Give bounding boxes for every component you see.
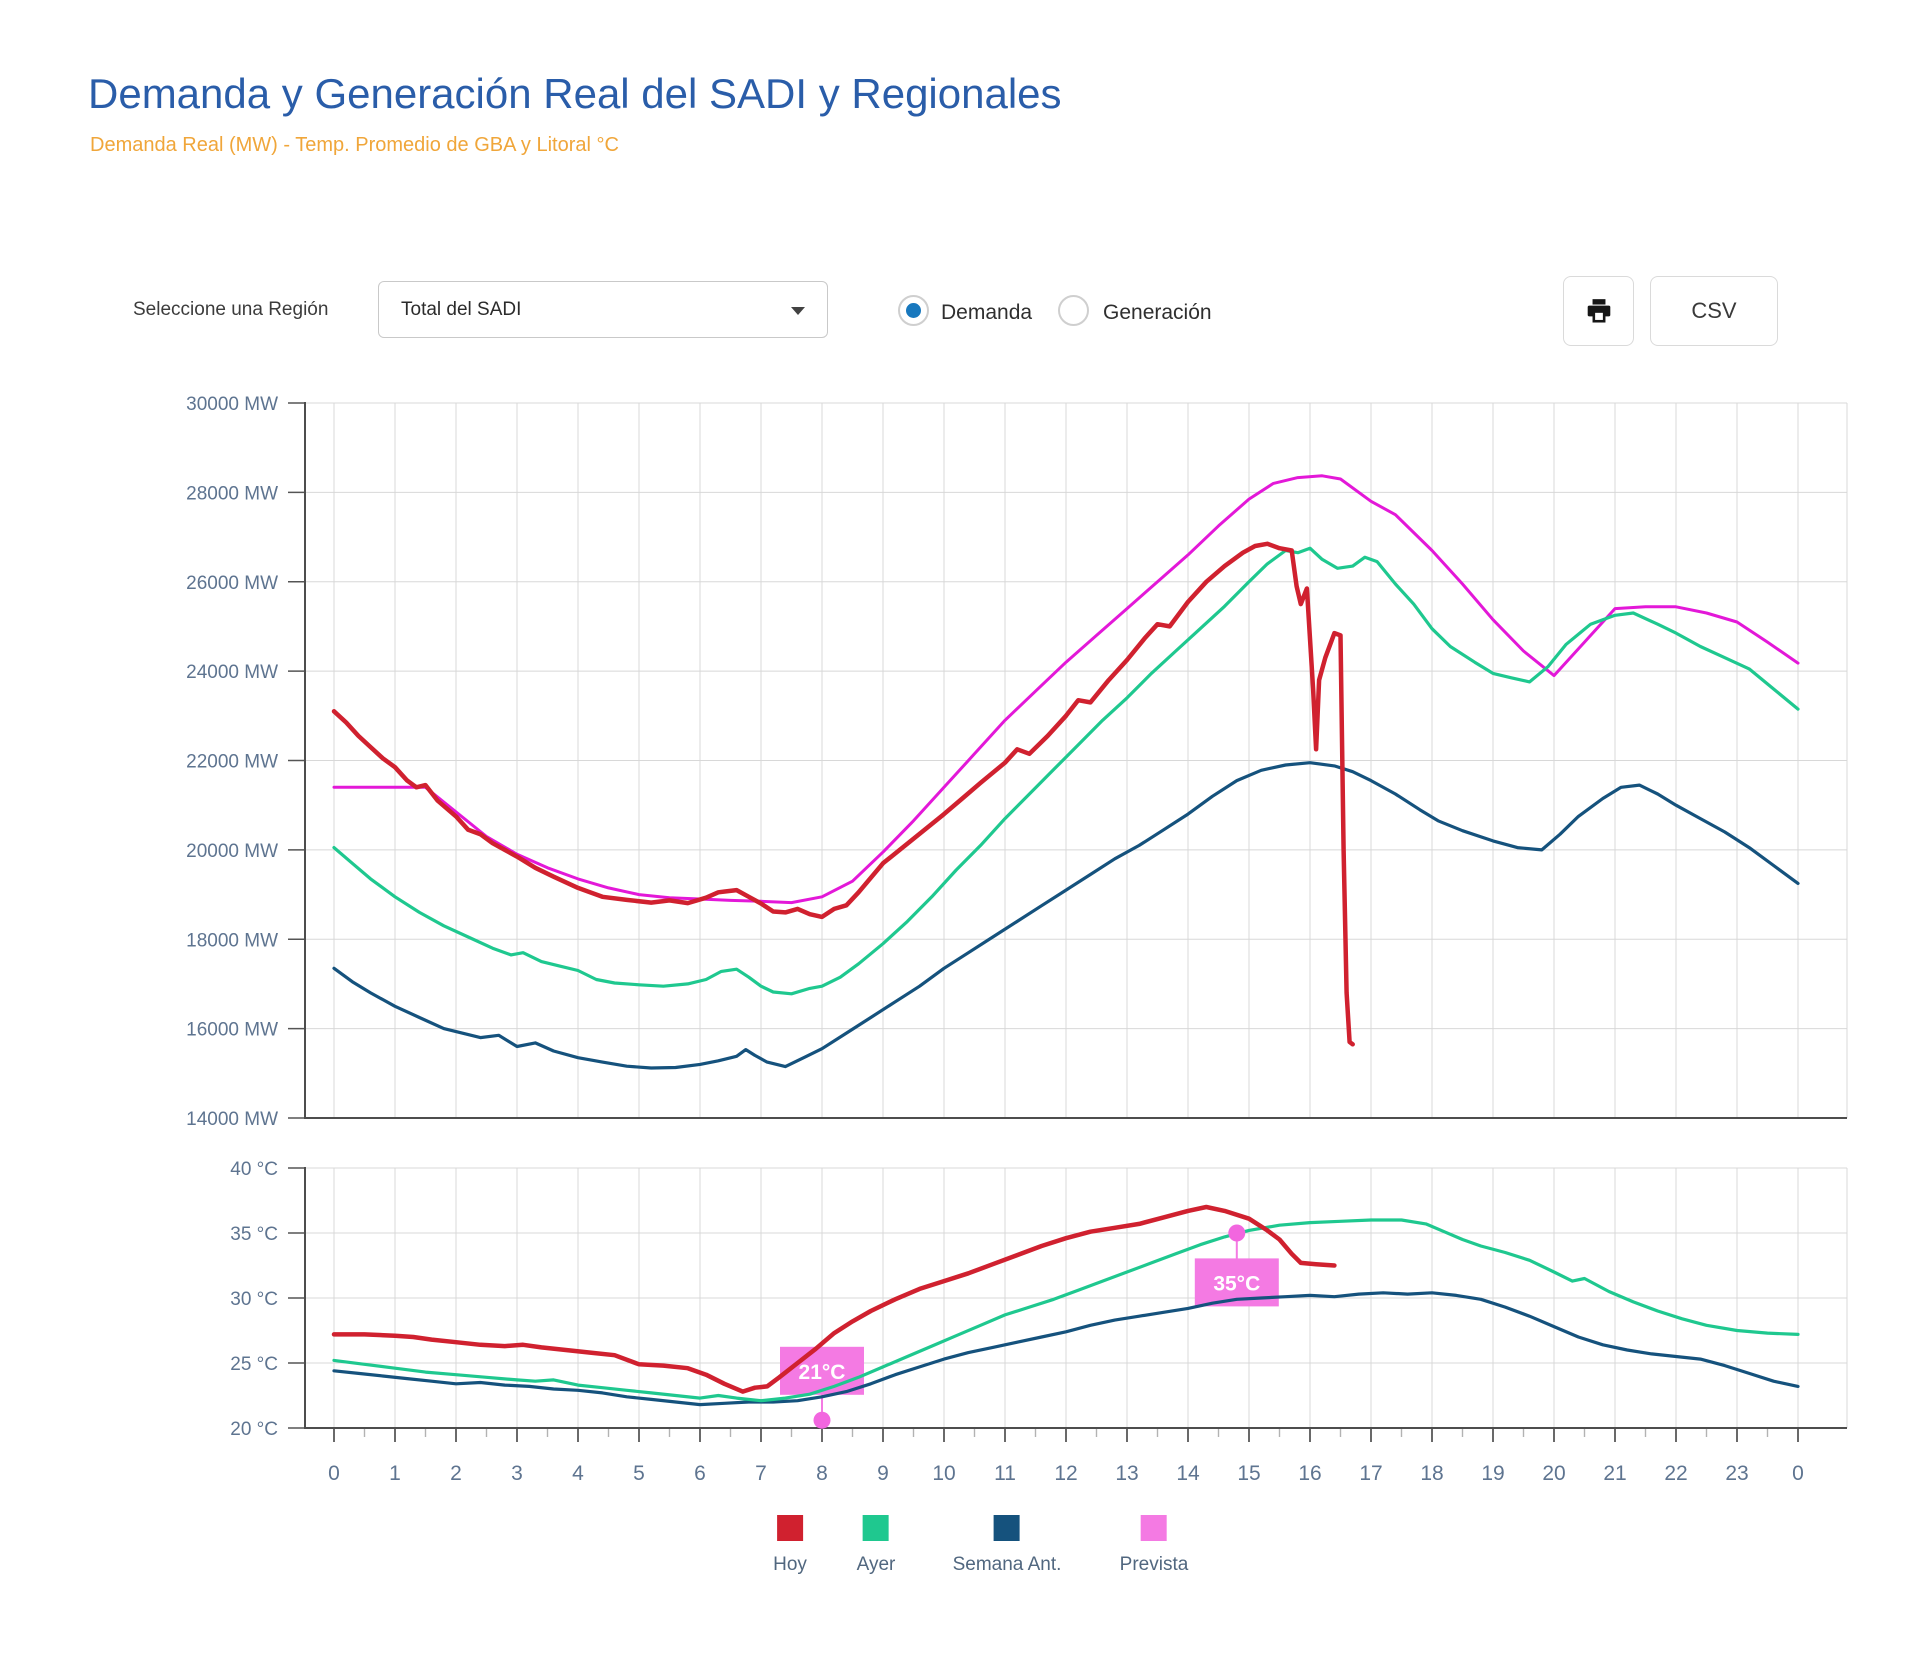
svg-text:22000 MW: 22000 MW <box>186 752 278 773</box>
legend-label-prevista: Prevista <box>1119 1554 1189 1575</box>
svg-text:19: 19 <box>1481 1462 1504 1485</box>
series-hoy <box>331 541 1355 1047</box>
csv-button-label: CSV <box>1691 298 1737 323</box>
svg-text:16: 16 <box>1298 1462 1321 1485</box>
page-title: Demanda y Generación Real del SADI y Reg… <box>88 70 1062 117</box>
svg-text:14: 14 <box>1176 1462 1200 1485</box>
legend-swatch-ayer <box>862 1515 889 1541</box>
legend-item-prevista[interactable]: Prevista <box>1119 1515 1189 1576</box>
svg-text:25 °C: 25 °C <box>230 1354 278 1375</box>
svg-text:3: 3 <box>511 1462 523 1485</box>
series-semana-ant- <box>332 1291 1800 1407</box>
radio-generacion[interactable] <box>1058 295 1089 326</box>
svg-text:20: 20 <box>1542 1462 1565 1485</box>
svg-text:16000 MW: 16000 MW <box>186 1020 278 1041</box>
svg-text:14000 MW: 14000 MW <box>186 1109 278 1130</box>
legend-item-ayer[interactable]: Ayer <box>856 1515 896 1576</box>
svg-text:9: 9 <box>877 1462 889 1485</box>
svg-text:35°C: 35°C <box>1213 1272 1260 1295</box>
svg-text:20 °C: 20 °C <box>230 1419 278 1440</box>
legend-item-semana-ant[interactable]: Semana Ant. <box>952 1515 1062 1576</box>
svg-text:12: 12 <box>1054 1462 1077 1485</box>
svg-text:8: 8 <box>816 1462 828 1485</box>
region-select-label: Seleccione una Región <box>133 299 329 320</box>
svg-text:26000 MW: 26000 MW <box>186 573 278 594</box>
svg-text:20000 MW: 20000 MW <box>186 841 278 862</box>
svg-text:10: 10 <box>932 1462 955 1485</box>
svg-text:6: 6 <box>694 1462 706 1485</box>
legend-label-semana-ant: Semana Ant. <box>952 1554 1062 1575</box>
series-ayer <box>332 1218 1800 1403</box>
region-select-value: Total del SADI <box>401 299 522 320</box>
svg-text:5: 5 <box>633 1462 645 1485</box>
svg-text:0: 0 <box>328 1462 340 1485</box>
pane-temperatura-c: 40 °C35 °C30 °C25 °C20 °C21°C35°C0 1 2 3 4 5 6… <box>230 1159 1848 1485</box>
svg-text:7: 7 <box>755 1462 767 1485</box>
radio-generacion-label[interactable]: Generación <box>1103 301 1212 324</box>
legend-item-hoy[interactable]: Hoy <box>773 1515 807 1576</box>
legend-label-hoy: Hoy <box>773 1554 807 1575</box>
svg-text:40 °C: 40 °C <box>230 1159 278 1180</box>
printer-icon <box>1587 299 1610 323</box>
legend-swatch-prevista <box>1140 1515 1167 1541</box>
svg-text:21°C: 21°C <box>799 1361 846 1384</box>
svg-text:11: 11 <box>994 1462 1016 1485</box>
svg-text:18000 MW: 18000 MW <box>186 930 278 951</box>
svg-text:0: 0 <box>1792 1462 1804 1485</box>
svg-text:23: 23 <box>1725 1462 1748 1485</box>
svg-text:21: 21 <box>1603 1462 1626 1485</box>
svg-text:28000 MW: 28000 MW <box>186 483 278 504</box>
annotation-dot <box>813 1411 831 1429</box>
legend-swatch-hoy <box>776 1515 803 1541</box>
svg-text:30 °C: 30 °C <box>230 1289 278 1310</box>
svg-text:4: 4 <box>572 1462 584 1485</box>
svg-text:24000 MW: 24000 MW <box>186 662 278 683</box>
print-button[interactable] <box>1563 276 1634 346</box>
region-select[interactable]: Total del SADI <box>378 281 828 338</box>
csv-export-button[interactable]: CSV <box>1650 276 1778 346</box>
series-semana-ant- <box>332 761 1800 1070</box>
svg-text:30000 MW: 30000 MW <box>186 394 278 415</box>
svg-text:2: 2 <box>450 1462 462 1485</box>
svg-text:18: 18 <box>1420 1462 1443 1485</box>
radio-demanda-dot <box>906 303 921 318</box>
legend-swatch-semana-ant <box>993 1515 1020 1541</box>
annotation-dot <box>1228 1224 1246 1242</box>
radio-demanda[interactable] <box>898 295 929 326</box>
svg-text:22: 22 <box>1664 1462 1687 1485</box>
pane-demanda-mw: 30000 MW 28000 MW 26000 MW 24000 MW 22000 MW… <box>186 394 1848 1130</box>
annotation-box <box>780 1346 864 1395</box>
series-hoy <box>331 1204 1337 1394</box>
svg-text:15: 15 <box>1237 1462 1260 1485</box>
series-ayer <box>332 546 1800 996</box>
series-prevista <box>332 474 1800 905</box>
svg-text:17: 17 <box>1359 1462 1382 1485</box>
svg-text:35 °C: 35 °C <box>230 1224 278 1245</box>
radio-demanda-label[interactable]: Demanda <box>941 301 1033 324</box>
legend-label-ayer: Ayer <box>856 1554 896 1575</box>
svg-text:13: 13 <box>1115 1462 1138 1485</box>
svg-text:1: 1 <box>389 1462 401 1485</box>
page-subtitle: Demanda Real (MW) - Temp. Promedio de GB… <box>90 134 619 156</box>
chevron-down-icon <box>791 307 805 315</box>
